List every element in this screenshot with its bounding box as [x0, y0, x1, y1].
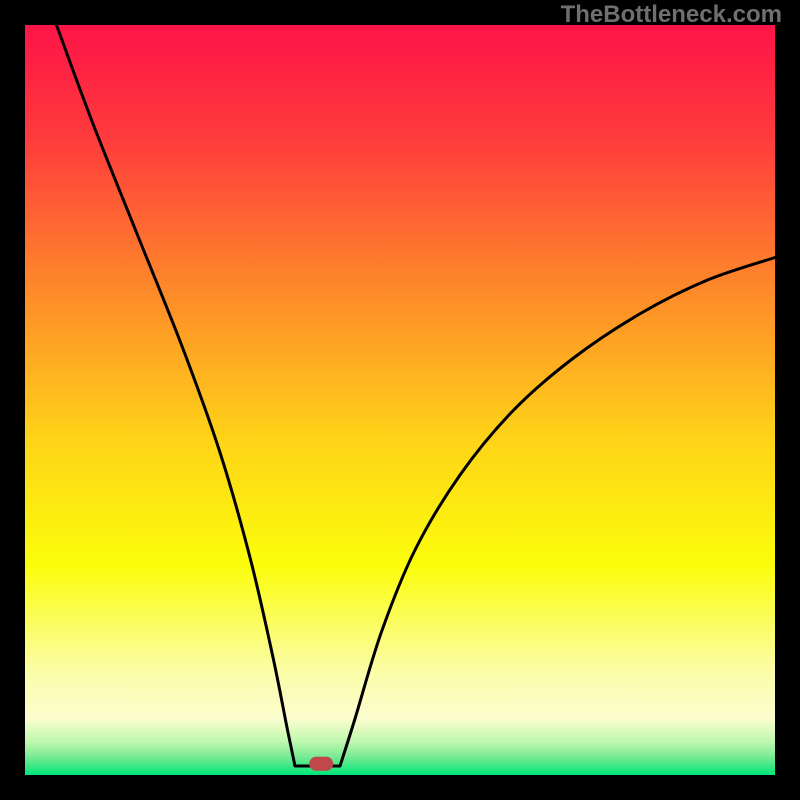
valley-marker [309, 757, 333, 771]
watermark-text: TheBottleneck.com [561, 1, 782, 29]
plot-gradient-background [25, 25, 775, 775]
bottleneck-chart [0, 0, 800, 800]
chart-container: TheBottleneck.com [0, 0, 800, 800]
